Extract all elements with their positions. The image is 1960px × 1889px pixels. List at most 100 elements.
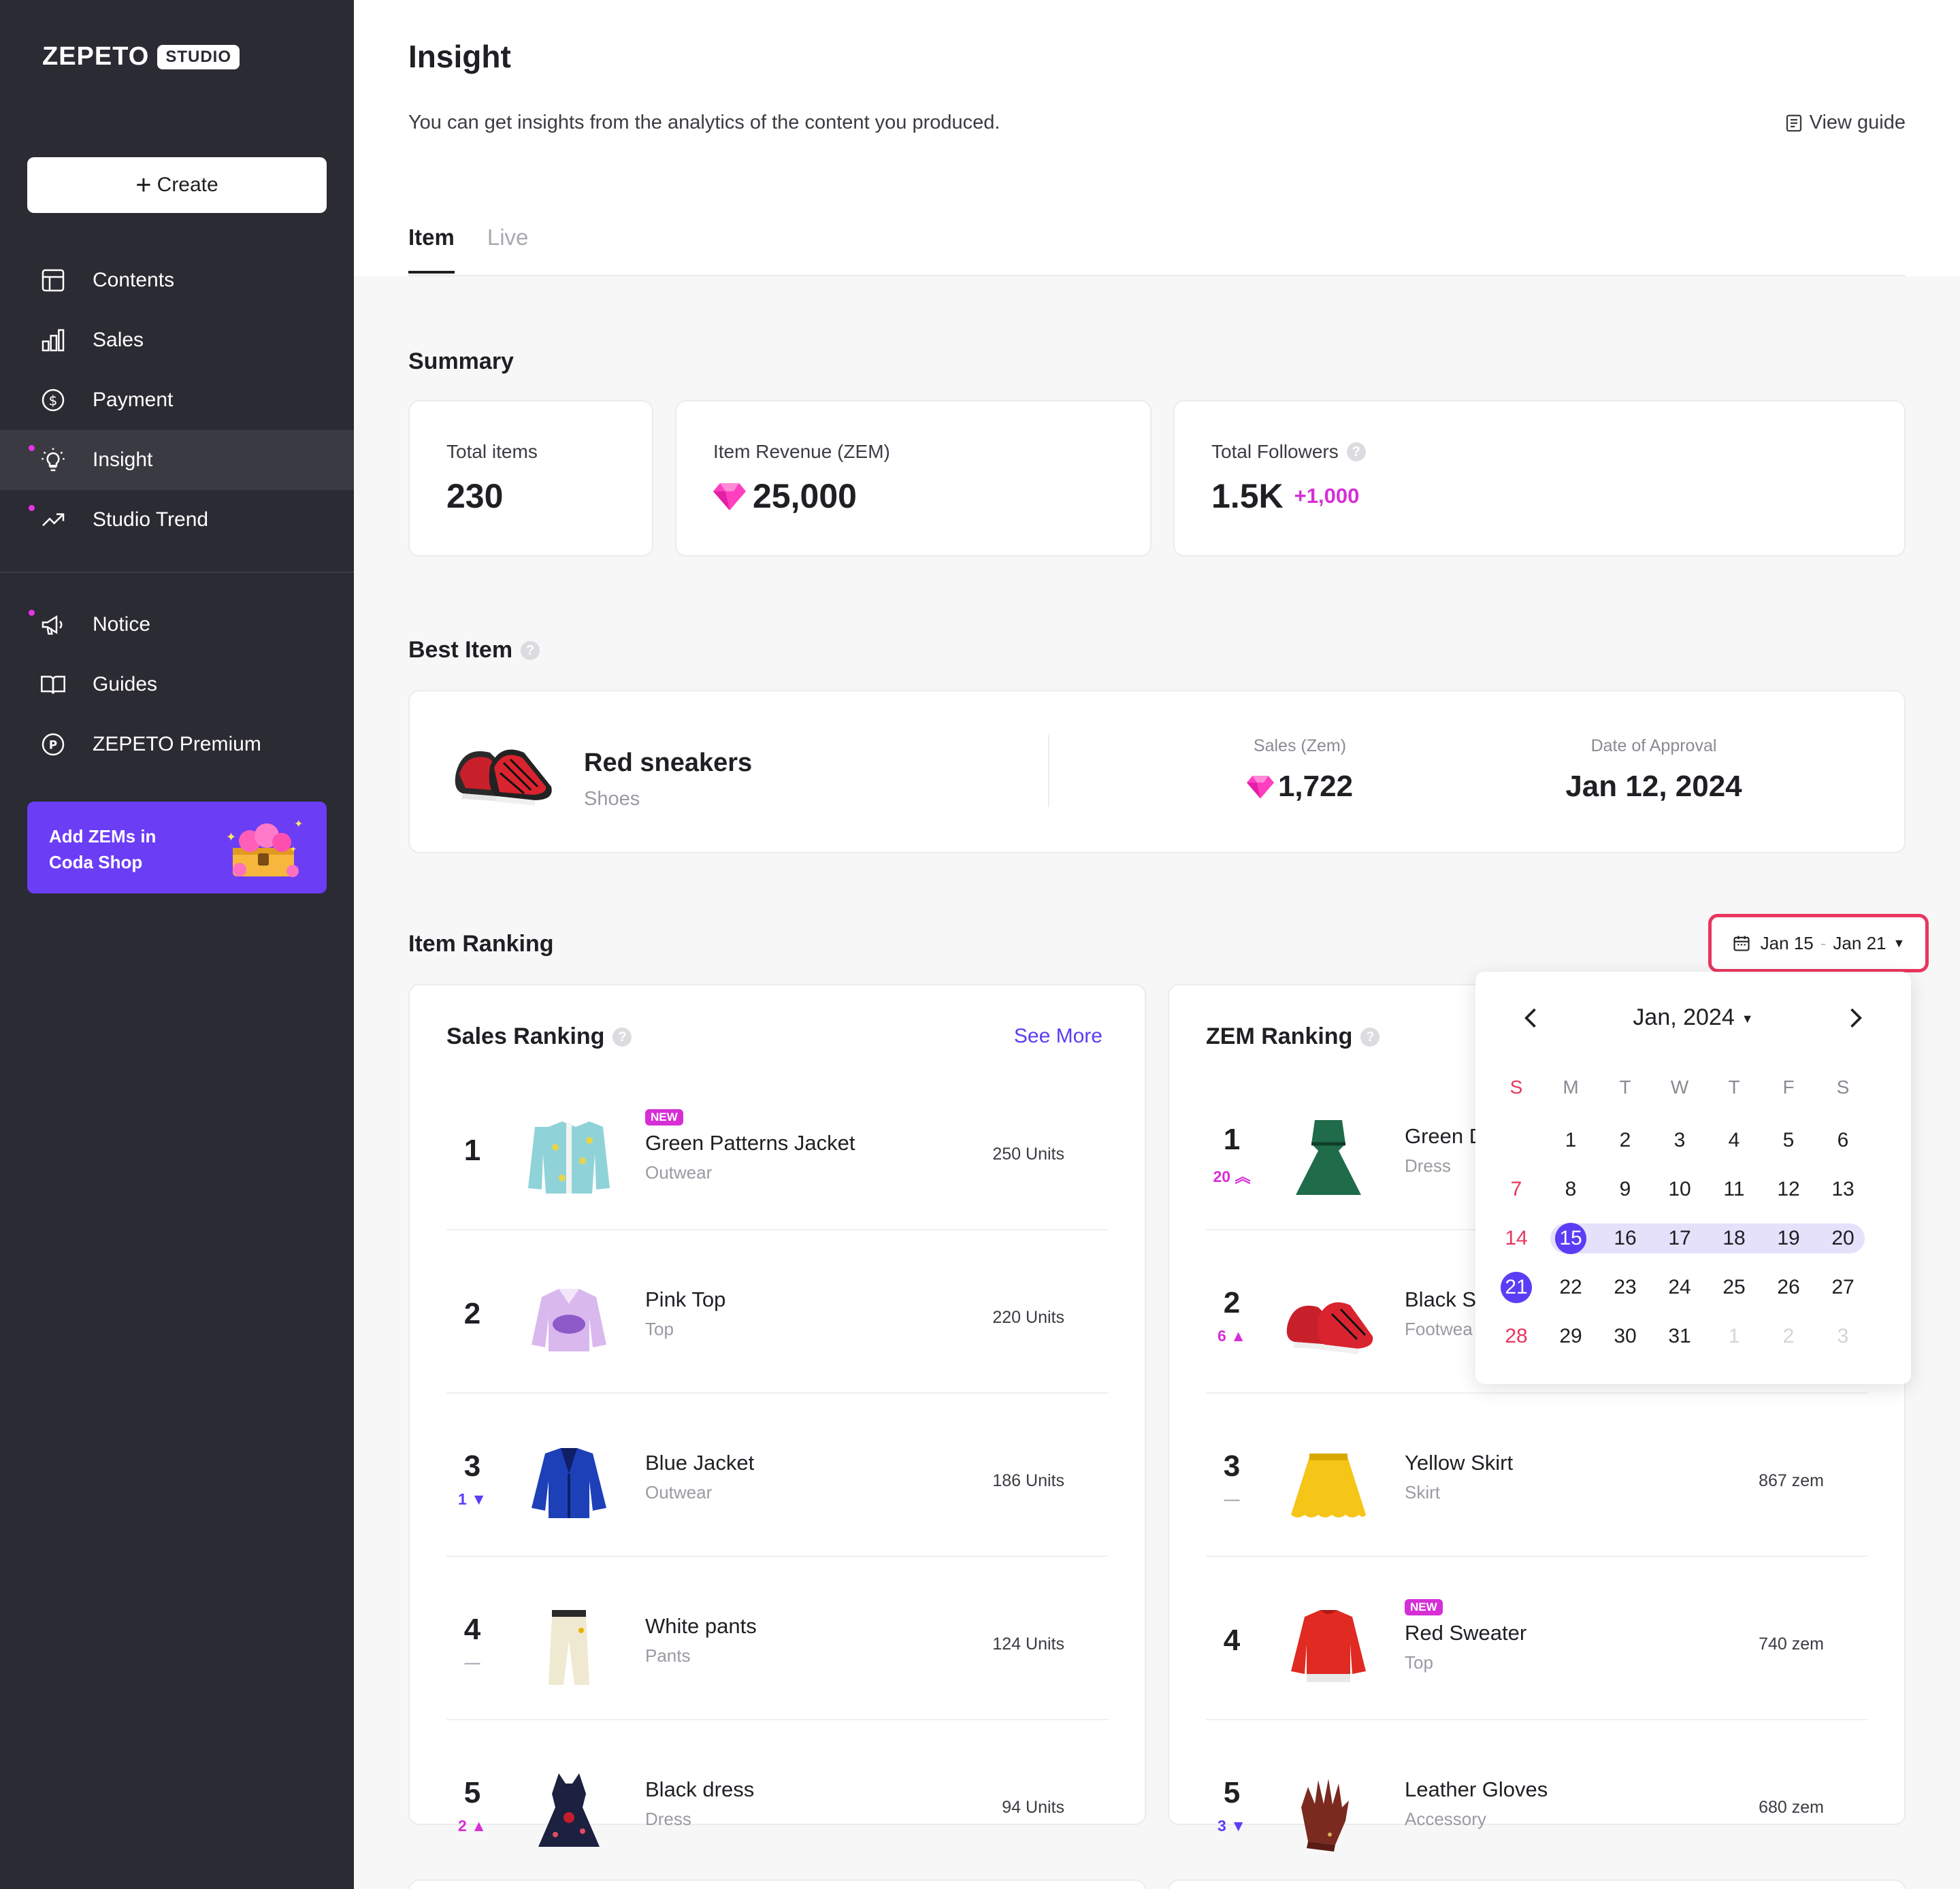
calendar-day[interactable]: 24 bbox=[1668, 1276, 1691, 1298]
calendar-day[interactable]: 11 bbox=[1723, 1178, 1745, 1200]
total-followers-label: Total Followers bbox=[1211, 441, 1339, 462]
calendar-day[interactable]: 3 bbox=[1837, 1325, 1849, 1347]
zem-ranking-title-row: ZEM Ranking ? bbox=[1206, 1023, 1380, 1050]
next-card-partial bbox=[408, 1879, 1146, 1889]
rank-change: — bbox=[1224, 1490, 1240, 1508]
table-row[interactable]: 3 — Yellow Skirt Skirt 867 zem bbox=[1206, 1407, 1867, 1557]
calendar-day[interactable]: 16 bbox=[1614, 1227, 1637, 1249]
create-button[interactable]: + Create bbox=[27, 157, 327, 213]
calendar-day[interactable]: 10 bbox=[1668, 1178, 1691, 1200]
best-item-card[interactable]: Red sneakers Shoes Sales (Zem) 1,722 Dat… bbox=[408, 690, 1906, 853]
document-icon bbox=[1786, 114, 1801, 131]
row-divider bbox=[446, 1556, 1108, 1557]
date-range-picker-button[interactable]: Jan 15 - Jan 21 ▼ bbox=[1708, 914, 1929, 972]
month-selector[interactable]: Jan, 2024 ▼ bbox=[1475, 1004, 1911, 1031]
help-icon[interactable]: ? bbox=[1346, 442, 1366, 461]
zepeto-studio-logo[interactable]: ZEPETO STUDIO bbox=[42, 42, 240, 71]
calendar-day[interactable]: 29 bbox=[1559, 1325, 1582, 1347]
calendar-day[interactable]: 3 bbox=[1673, 1129, 1686, 1151]
calendar-day[interactable]: 8 bbox=[1565, 1178, 1577, 1200]
svg-text:✦: ✦ bbox=[294, 817, 303, 830]
calendar-day[interactable]: 22 bbox=[1559, 1276, 1582, 1298]
item-category: Pants bbox=[645, 1645, 691, 1666]
tabs-divider bbox=[408, 275, 1906, 276]
calendar-day[interactable]: 12 bbox=[1777, 1178, 1800, 1200]
calendar-day[interactable]: 18 bbox=[1722, 1227, 1746, 1249]
table-row[interactable]: 2 Pink Top Top 220 Units bbox=[446, 1244, 1108, 1394]
total-items-value: 230 bbox=[446, 477, 504, 515]
new-dot bbox=[29, 610, 35, 616]
sidebar-item-sales[interactable]: Sales bbox=[0, 310, 354, 370]
followers-delta: +1,000 bbox=[1294, 484, 1360, 508]
calendar-day[interactable]: 31 bbox=[1668, 1325, 1691, 1347]
table-row[interactable]: 4 — White pants Pants 124 Units bbox=[446, 1571, 1108, 1720]
table-row[interactable]: 5 3 ▼ Leather Gloves Accessory 680 zem bbox=[1206, 1734, 1867, 1884]
help-icon[interactable]: ? bbox=[1360, 1027, 1380, 1047]
item-value: 740 zem bbox=[1759, 1635, 1824, 1654]
rank-number: 4 bbox=[1223, 1624, 1241, 1657]
total-followers-card: Total Followers ? 1.5K +1,000 bbox=[1173, 400, 1906, 557]
new-badge: NEW bbox=[1405, 1599, 1443, 1615]
sidebar-item-payment[interactable]: $ Payment bbox=[0, 370, 354, 430]
tab-item[interactable]: Item bbox=[408, 225, 455, 274]
row-divider bbox=[1206, 1392, 1867, 1394]
item-ranking-title: Item Ranking bbox=[408, 931, 553, 957]
sales-label: Sales (Zem) bbox=[1253, 736, 1347, 755]
calendar-day[interactable]: 9 bbox=[1619, 1178, 1631, 1200]
calendar-day[interactable]: 5 bbox=[1782, 1129, 1795, 1151]
see-more-link[interactable]: See More bbox=[1013, 1025, 1102, 1047]
calendar-day[interactable]: 2 bbox=[1782, 1325, 1795, 1347]
sidebar-item-notice[interactable]: Notice bbox=[0, 595, 354, 655]
prev-month-button[interactable] bbox=[1516, 1003, 1546, 1033]
calendar-day[interactable]: 6 bbox=[1837, 1129, 1849, 1151]
rank-number: 3 bbox=[1223, 1449, 1241, 1483]
view-guide-link[interactable]: View guide bbox=[1784, 112, 1906, 134]
sales-ranking-card: Sales Ranking ? See More 1 NEW Green Patte… bbox=[408, 984, 1146, 1847]
calendar-day[interactable]: 23 bbox=[1614, 1276, 1637, 1298]
tab-live[interactable]: Live bbox=[487, 225, 529, 250]
calendar-day[interactable]: 19 bbox=[1777, 1227, 1800, 1249]
calendar-day[interactable]: 4 bbox=[1728, 1129, 1740, 1151]
calendar-day[interactable]: 21 bbox=[1489, 1263, 1544, 1312]
calendar-day[interactable]: 13 bbox=[1831, 1178, 1855, 1200]
calendar-day[interactable]: 15 bbox=[1544, 1214, 1598, 1263]
sidebar-item-insight[interactable]: Insight bbox=[0, 430, 354, 490]
calendar-day[interactable]: 7 bbox=[1510, 1178, 1522, 1200]
sidebar-item-zepeto-premium[interactable]: P ZEPETO Premium bbox=[0, 714, 354, 774]
calendar-day[interactable]: 1 bbox=[1728, 1325, 1740, 1347]
table-row[interactable]: 5 2 ▲ Black dress Dress 94 Units bbox=[446, 1734, 1108, 1884]
calendar-day[interactable]: 20 bbox=[1831, 1227, 1855, 1249]
table-row[interactable]: 4 NEW Red Sweater Top 740 zem bbox=[1206, 1571, 1867, 1720]
weekday-label: T bbox=[1619, 1077, 1631, 1098]
chevron-right-icon bbox=[1850, 1008, 1862, 1028]
item-name: Pink Top bbox=[645, 1287, 726, 1311]
sidebar-item-label: Notice bbox=[93, 613, 151, 636]
rank-change: 3 ▼ bbox=[1218, 1817, 1246, 1835]
calendar-day[interactable]: 30 bbox=[1614, 1325, 1637, 1347]
table-row[interactable]: 3 1 ▼ Blue Jacket Outwear 186 Units bbox=[446, 1407, 1108, 1557]
sidebar-item-contents[interactable]: Contents bbox=[0, 250, 354, 310]
calendar-popup: Jan, 2024 ▼ S M T W T F S 1 2 3 4 5 6 7 8 9 10 11 12 13 14 15 1… bbox=[1475, 972, 1911, 1384]
calendar-week: 7 8 9 10 11 12 13 bbox=[1489, 1165, 1897, 1214]
item-ranking-title-text: Item Ranking bbox=[408, 931, 554, 957]
rank-number: 4 bbox=[463, 1613, 481, 1646]
calendar-day[interactable]: 26 bbox=[1777, 1276, 1800, 1298]
help-icon[interactable]: ? bbox=[612, 1027, 632, 1047]
sidebar-item-guides[interactable]: Guides bbox=[0, 655, 354, 714]
calendar-day[interactable]: 1 bbox=[1565, 1129, 1577, 1151]
table-row[interactable]: 1 NEW Green Patterns Jacket Outwear 250 Unit… bbox=[446, 1081, 1108, 1230]
calendar-day[interactable]: 14 bbox=[1505, 1227, 1528, 1249]
help-icon[interactable]: ? bbox=[521, 640, 540, 660]
calendar-day[interactable]: 17 bbox=[1668, 1227, 1691, 1249]
calendar-day[interactable]: 28 bbox=[1505, 1325, 1528, 1347]
item-name: Black dress bbox=[645, 1777, 755, 1801]
coda-shop-banner[interactable]: Add ZEMs in Coda Shop ✦ ✦ ✦ bbox=[27, 802, 327, 893]
table-row[interactable]: 2 6 ▲ Black S Footwea bbox=[1206, 1244, 1867, 1394]
calendar-day[interactable]: 25 bbox=[1722, 1276, 1746, 1298]
next-month-button[interactable] bbox=[1840, 1003, 1870, 1033]
sidebar-item-studio-trend[interactable]: Studio Trend bbox=[0, 490, 354, 550]
svg-text:✦: ✦ bbox=[290, 844, 297, 854]
calendar-day[interactable]: 27 bbox=[1831, 1276, 1855, 1298]
calendar-day[interactable]: 2 bbox=[1619, 1129, 1631, 1151]
